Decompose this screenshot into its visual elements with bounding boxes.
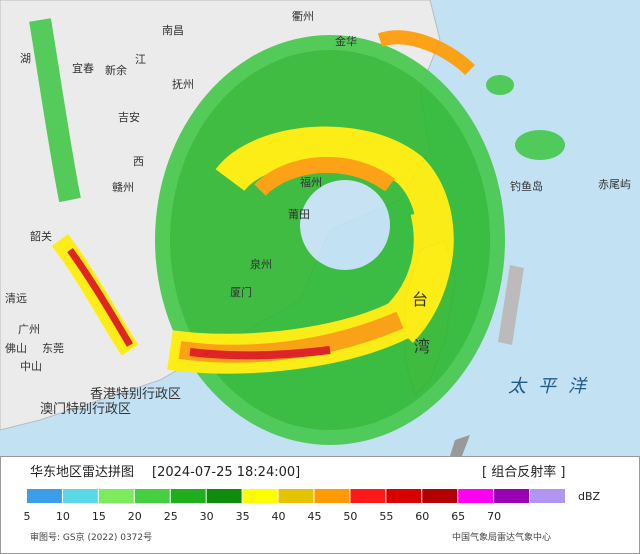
legend-unit: dBZ xyxy=(578,490,601,503)
legend-tick: 30 xyxy=(200,510,214,523)
echo-band xyxy=(377,30,475,76)
color-swatch xyxy=(242,489,278,503)
radar-gap xyxy=(450,435,470,456)
place-label: 赤尾屿 xyxy=(598,178,631,191)
legend-tick: 50 xyxy=(343,510,357,523)
header-product: [ 组合反射率 ] xyxy=(482,464,565,480)
place-label: 韶关 xyxy=(30,229,52,243)
footer-agency: 中国气象局雷达气象中心 xyxy=(452,531,551,543)
place-label: 宜春 xyxy=(72,61,94,75)
radar-gap xyxy=(498,265,524,345)
echo-band xyxy=(515,130,565,160)
legend-tick: 10 xyxy=(56,510,70,523)
header-time: [2024-07-25 18:24:00] xyxy=(152,465,300,480)
color-swatch xyxy=(27,489,62,503)
legend-tick: 35 xyxy=(236,510,250,523)
color-swatch xyxy=(278,489,314,503)
place-label: 澳门特别行政区 xyxy=(40,401,131,417)
place-label: 衢州 xyxy=(292,10,314,23)
place-label: 金华 xyxy=(335,34,357,48)
place-label: 泉州 xyxy=(250,257,272,271)
color-swatch xyxy=(62,489,98,503)
place-label: 福州 xyxy=(300,175,322,189)
place-label: 广州 xyxy=(18,323,40,336)
place-label: 吉安 xyxy=(118,110,140,124)
radar-echo xyxy=(29,18,565,445)
place-label: 东莞 xyxy=(42,342,64,355)
place-label: 南昌 xyxy=(162,24,184,37)
echo-band xyxy=(67,247,134,347)
place-label: 抚州 xyxy=(172,77,194,91)
color-swatch xyxy=(350,489,386,503)
place-label: 湾 xyxy=(414,337,430,356)
legend-tick: 45 xyxy=(307,510,321,523)
map-labels: 南昌 江 西 宜春 新余 抚州 吉安 赣州 福州 莆田 泉州 厦门 台 湾 钓鱼… xyxy=(5,10,631,417)
place-label: 清远 xyxy=(5,292,27,305)
place-label: 赣州 xyxy=(112,180,134,194)
color-swatch xyxy=(494,489,530,503)
echo-band xyxy=(254,156,395,196)
legend-tick: 70 xyxy=(487,510,501,523)
legend-tick: 40 xyxy=(272,510,286,523)
place-label: 厦门 xyxy=(230,285,252,299)
legend-panel xyxy=(0,456,640,554)
place-label: 台 xyxy=(412,290,428,309)
color-swatch xyxy=(422,489,458,503)
legend-tick: 15 xyxy=(92,510,106,523)
echo-band xyxy=(486,75,514,95)
place-label: 香港特别行政区 xyxy=(90,387,181,402)
place-label: 钓鱼岛 xyxy=(510,179,543,193)
legend-tick: 60 xyxy=(415,510,429,523)
legend-tick: 65 xyxy=(451,510,465,523)
place-label: 佛山 xyxy=(5,342,27,355)
color-swatch xyxy=(206,489,242,503)
ocean-label: 太平洋 xyxy=(508,376,598,397)
legend-tick: 20 xyxy=(128,510,142,523)
legend-tick: 25 xyxy=(164,510,178,523)
legend-tick: 55 xyxy=(379,510,393,523)
place-label: 西 xyxy=(133,155,144,168)
color-swatch xyxy=(134,489,170,503)
color-swatch xyxy=(98,489,134,503)
footer-approval: 审图号: GS京 (2022) 0372号 xyxy=(30,531,152,543)
place-label: 江 xyxy=(135,53,146,66)
color-swatch xyxy=(530,489,565,503)
place-label: 中山 xyxy=(20,360,42,373)
eye xyxy=(300,180,390,270)
place-label: 莆田 xyxy=(288,208,310,221)
place-label: 新余 xyxy=(105,63,127,77)
echo-band xyxy=(29,18,81,203)
color-swatch xyxy=(314,489,350,503)
legend-tick: 5 xyxy=(24,510,31,523)
color-swatch xyxy=(386,489,422,503)
header-title: 华东地区雷达拼图 xyxy=(30,465,134,480)
place-label: 湖 xyxy=(20,52,31,65)
color-swatch xyxy=(170,489,206,503)
color-bar: 5 10 15 20 25 30 35 40 45 50 55 60 65 70 xyxy=(24,489,565,523)
echo-band xyxy=(189,346,331,360)
color-swatch xyxy=(458,489,494,503)
